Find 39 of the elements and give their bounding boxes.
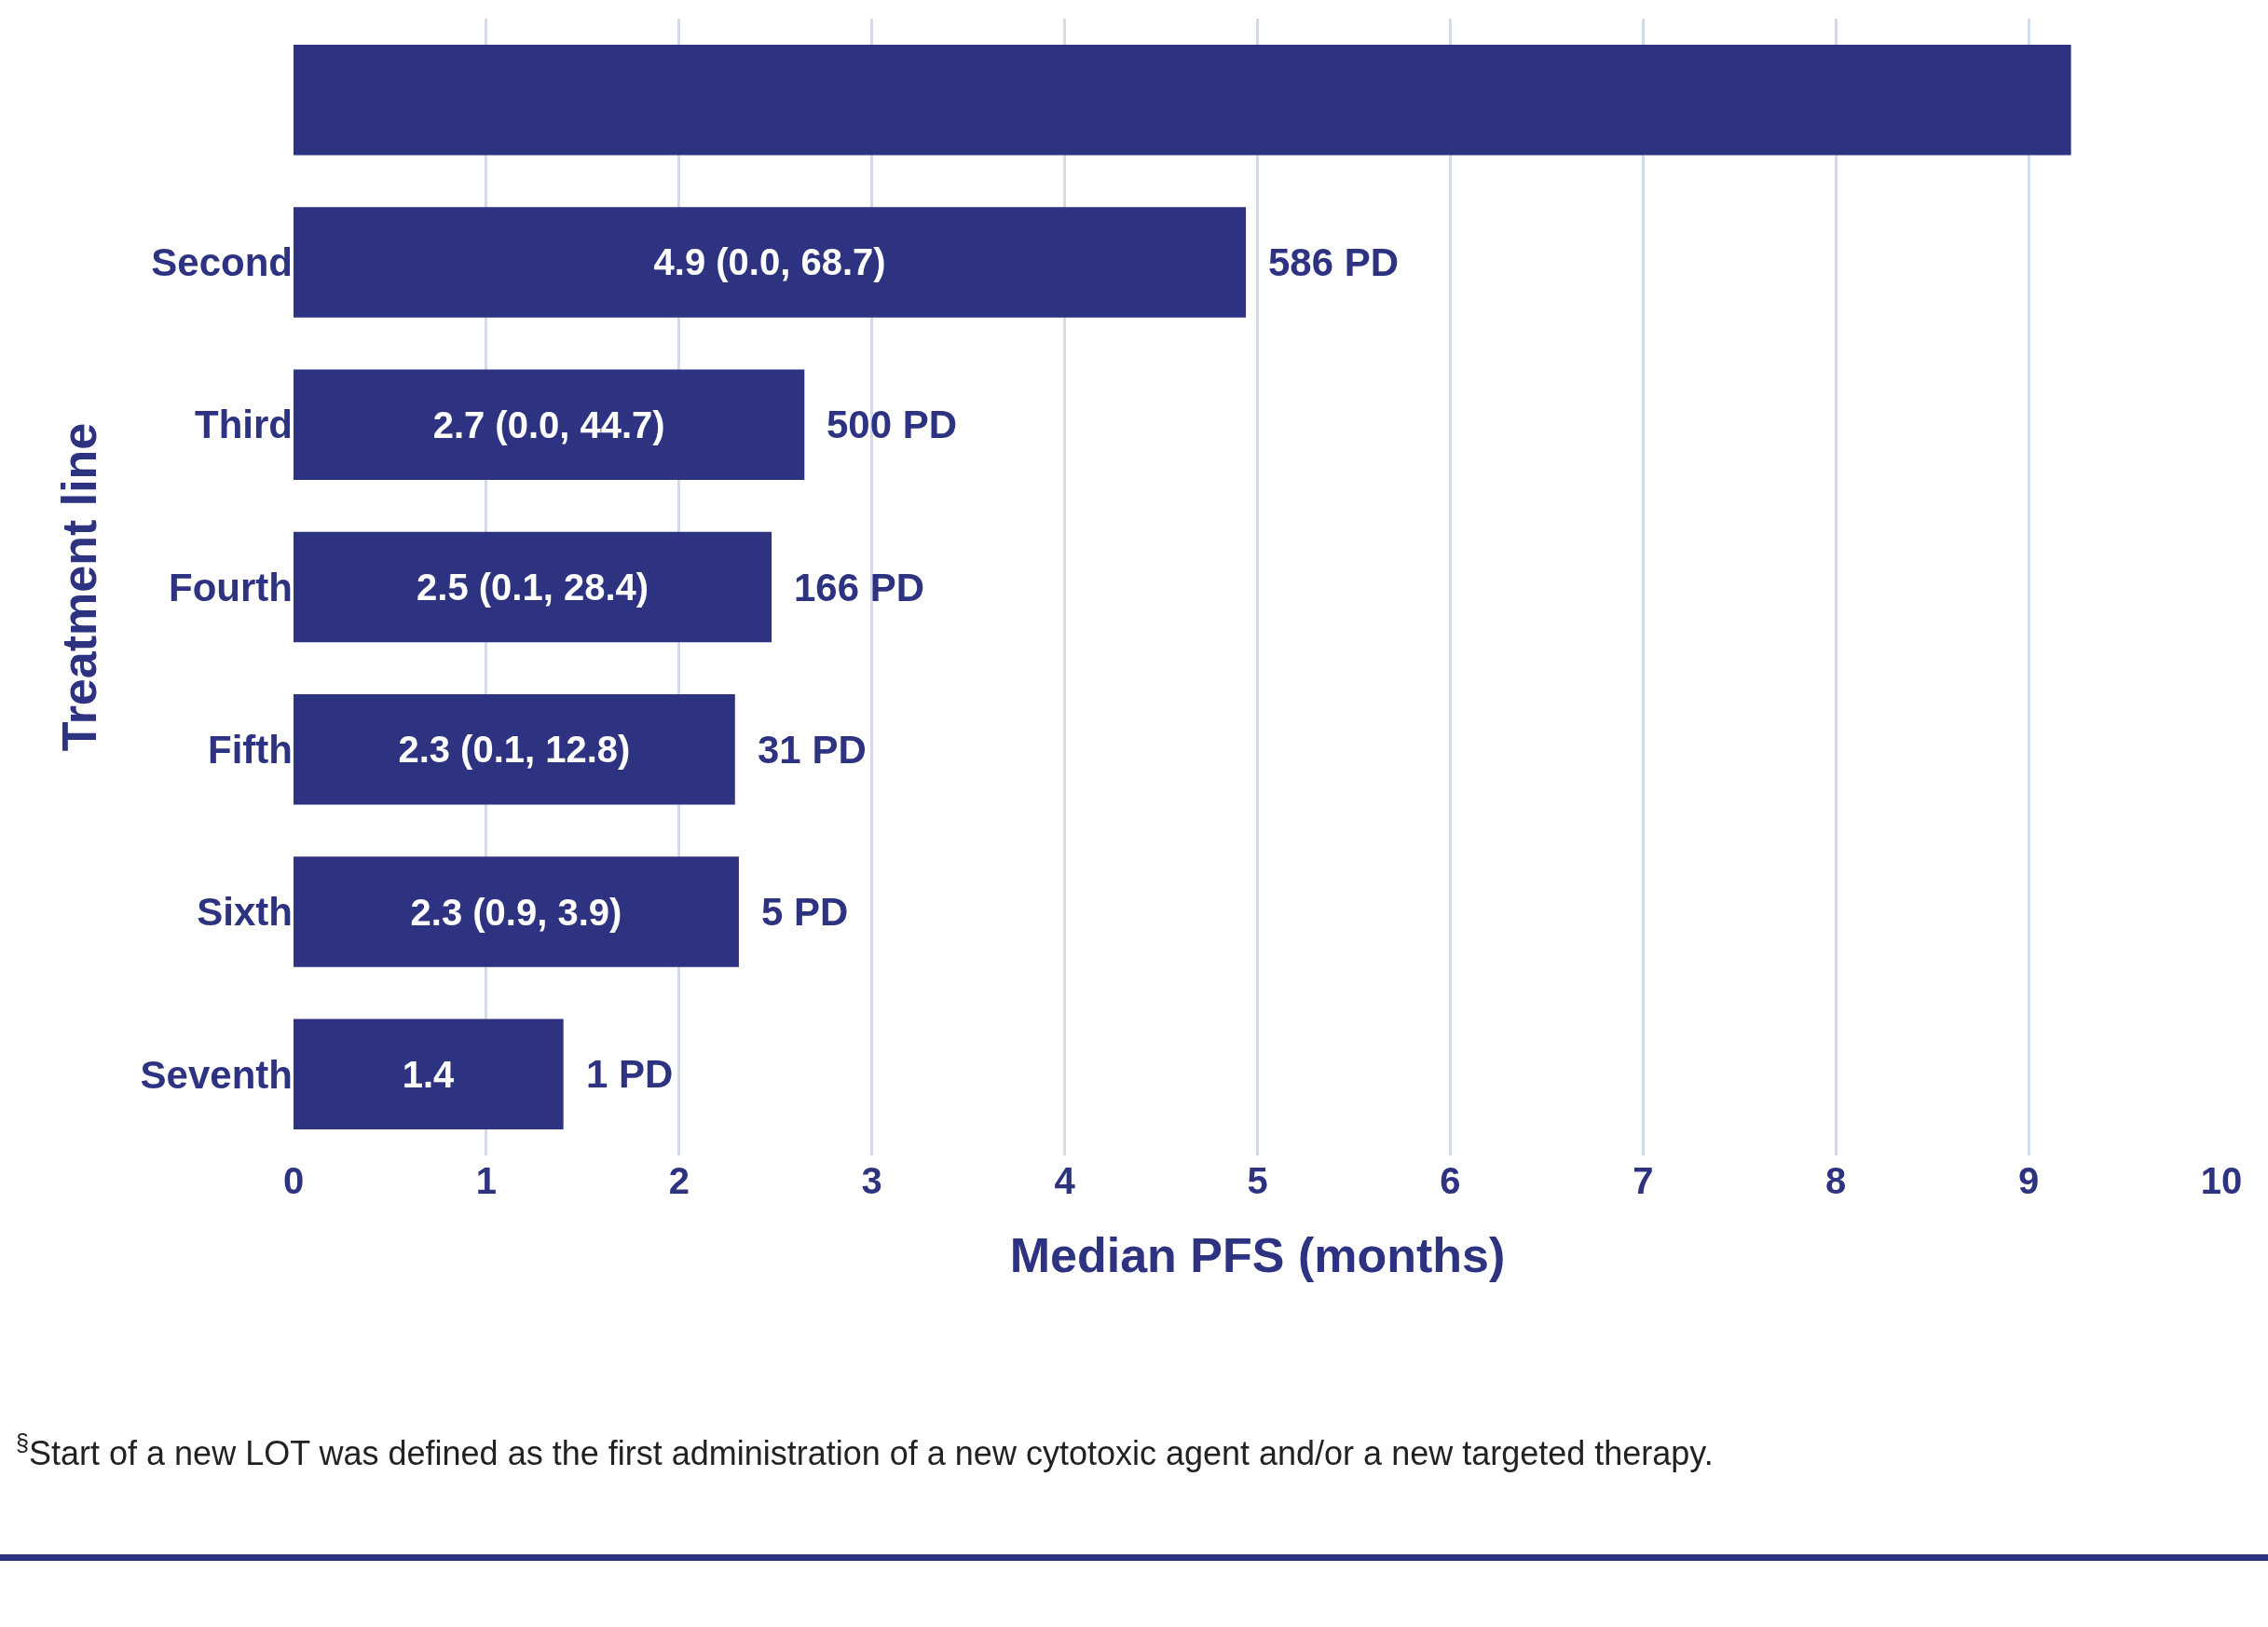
data-label: 2.3 (0.9, 3.9) bbox=[410, 891, 622, 933]
bar bbox=[294, 694, 735, 805]
data-label: 2.5 (0.1, 28.4) bbox=[417, 567, 649, 608]
data-label: 4.9 (0.0, 68.7) bbox=[653, 241, 886, 283]
x-tick-label: 8 bbox=[1825, 1160, 1847, 1201]
x-tick-label: 6 bbox=[1440, 1160, 1461, 1201]
x-tick-label: 9 bbox=[2017, 1160, 2040, 1201]
y-tick-label: Seventh bbox=[140, 1052, 293, 1097]
annotation: 166 PD bbox=[794, 566, 925, 609]
bar bbox=[294, 856, 739, 967]
data-label: 2.3 (0.1, 12.8) bbox=[398, 729, 631, 771]
x-axis-title: Median PFS (months) bbox=[1009, 1227, 1506, 1282]
annotation: 1 PD bbox=[586, 1052, 674, 1096]
data-label: 2.7 (0.0, 44.7) bbox=[432, 403, 665, 445]
bar bbox=[294, 531, 772, 643]
y-axis-title: Treatment line bbox=[51, 422, 106, 752]
x-tick-label: 5 bbox=[1247, 1160, 1268, 1201]
annotation: 31 PD bbox=[758, 728, 867, 772]
bar bbox=[294, 207, 1247, 318]
bar bbox=[294, 44, 2071, 156]
x-tick-label: 1 bbox=[475, 1160, 498, 1201]
x-tick-label: 3 bbox=[861, 1160, 882, 1201]
y-tick-label: Third bbox=[195, 403, 293, 447]
y-tick-label: Sixth bbox=[197, 890, 293, 935]
x-tick-label: 2 bbox=[668, 1160, 690, 1201]
x-tick-label: 7 bbox=[1633, 1160, 1654, 1201]
data-label: 1.4 bbox=[402, 1053, 456, 1095]
bar bbox=[294, 369, 805, 480]
x-tick-label: 10 bbox=[2200, 1160, 2243, 1201]
y-tick-label: Fifth bbox=[208, 727, 293, 772]
text: $^{§}$Start of a new LOT was defined as the first administration of a new cytotoxic agent and/or a new targeted therapy. bbox=[16, 1429, 1714, 1473]
bar bbox=[294, 1019, 564, 1130]
annotation: 5 PD bbox=[761, 890, 849, 934]
annotation: 500 PD bbox=[827, 403, 958, 446]
x-tick-label: 4 bbox=[1054, 1160, 1076, 1201]
annotation: 586 PD bbox=[1268, 240, 1400, 284]
y-tick-label: Fourth bbox=[169, 565, 293, 609]
x-tick-label: 0 bbox=[282, 1160, 305, 1201]
y-tick-label: Second bbox=[151, 240, 293, 285]
